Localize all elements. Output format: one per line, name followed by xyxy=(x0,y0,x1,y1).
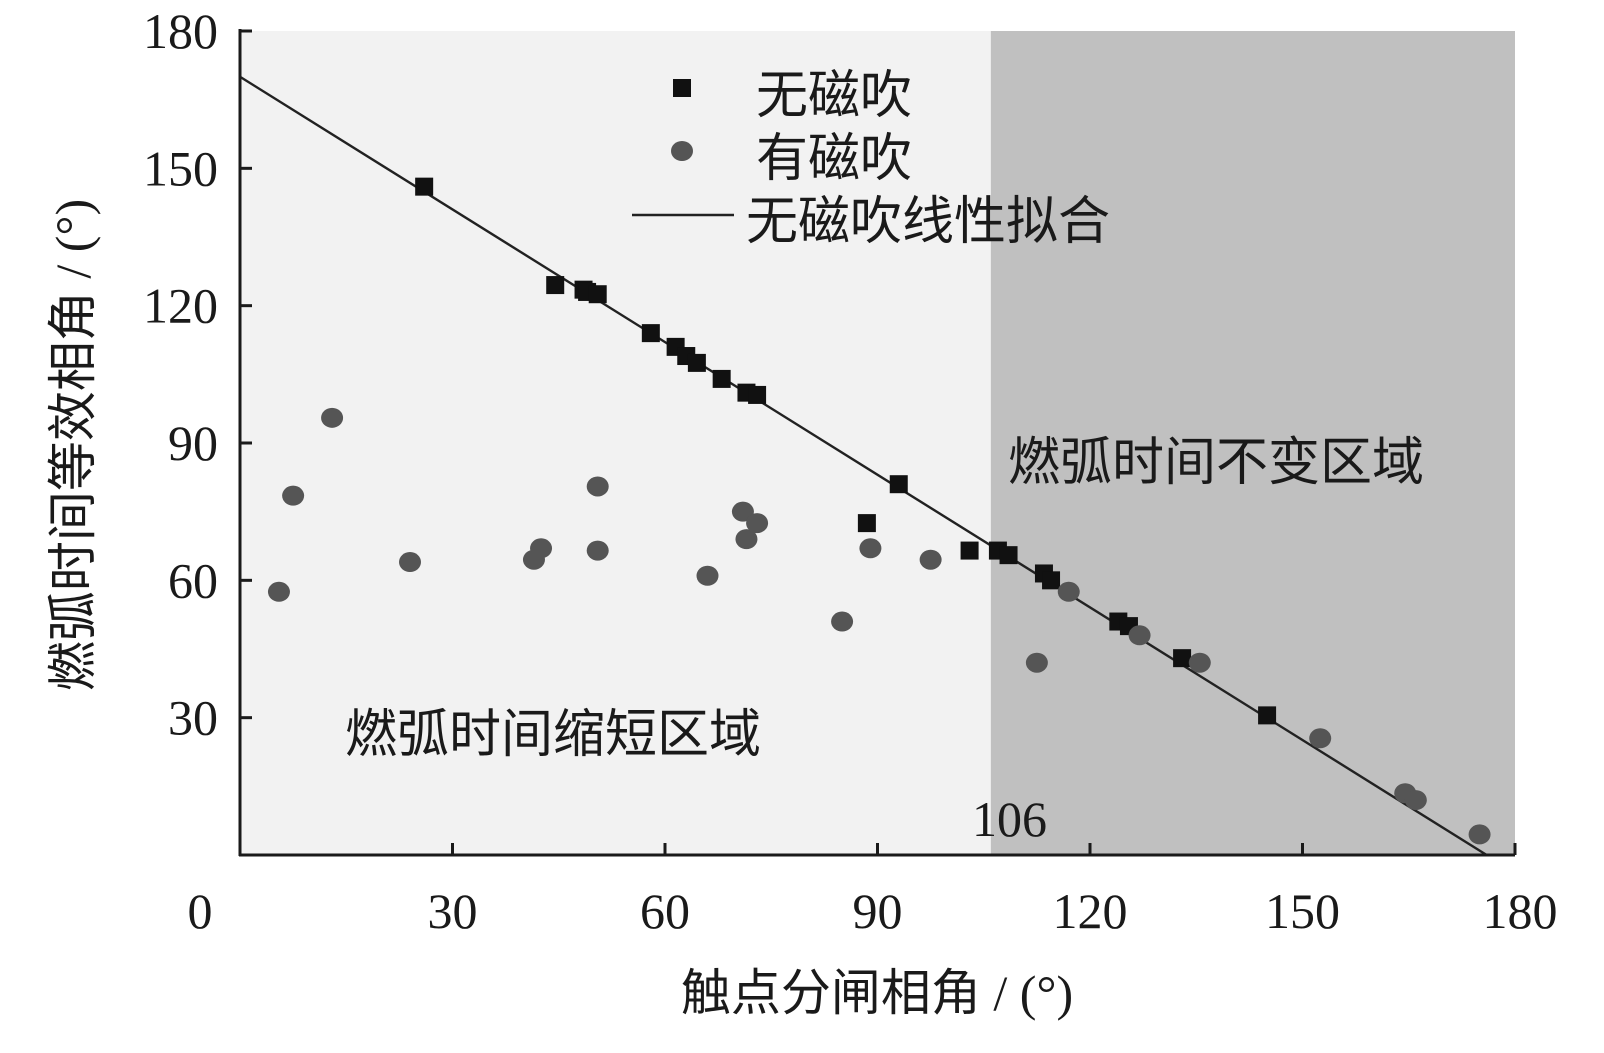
point-circle-22 xyxy=(1468,824,1491,845)
x-tick-label-6: 180 xyxy=(1483,883,1558,939)
point-circle-19 xyxy=(1309,728,1332,749)
y-tick-label-5: 180 xyxy=(143,3,218,59)
fit-line xyxy=(239,75,1488,857)
x-axis-title: 触点分闸相角 / (°) xyxy=(681,965,1073,1021)
regions xyxy=(240,31,1515,855)
region-0 xyxy=(240,31,991,855)
y-tick-label-2: 90 xyxy=(168,415,218,471)
point-circle-15 xyxy=(1025,652,1048,673)
ticks: 0 30 60 90 120 150 180 30 60 90 120 150 180 xyxy=(143,3,1558,939)
fit-line-layer xyxy=(239,75,1488,857)
point-square-13 xyxy=(889,475,908,494)
region-1 xyxy=(990,31,1515,855)
point-circle-14 xyxy=(919,549,942,570)
point-circle-16 xyxy=(1057,581,1080,602)
point-circle-0 xyxy=(267,581,290,602)
point-square-18 xyxy=(1042,571,1061,590)
point-circle-9 xyxy=(731,501,754,522)
point-square-1 xyxy=(546,276,565,295)
point-square-12 xyxy=(857,514,876,533)
labels: 触点分闸相角 / (°) 燃弧时间等效相角 / (°) 燃弧时间缩短区域 燃弧时间不变… xyxy=(45,199,1424,1021)
point-square-0 xyxy=(415,177,434,196)
x-tick-label-4: 120 xyxy=(1053,883,1128,939)
point-circle-10 xyxy=(735,529,758,550)
point-circle-2 xyxy=(321,407,344,428)
y-tick-label-0: 30 xyxy=(168,690,218,746)
point-circle-21 xyxy=(1404,790,1427,811)
data-points xyxy=(267,177,1491,845)
legend-square-marker xyxy=(673,79,691,97)
point-square-5 xyxy=(641,324,660,343)
point-square-21 xyxy=(1173,649,1192,668)
point-circle-3 xyxy=(399,552,421,573)
region-label-unchanged: 燃弧时间不变区域 xyxy=(1008,435,1424,492)
legend-label-circle: 有磁吹 xyxy=(756,131,912,188)
point-square-16 xyxy=(999,546,1018,565)
point-circle-1 xyxy=(282,485,305,506)
point-square-9 xyxy=(712,369,731,388)
legend-circle-marker xyxy=(671,141,693,161)
y-tick-label-4: 150 xyxy=(143,140,218,196)
legend-label-square: 无磁吹 xyxy=(756,68,912,125)
point-square-11 xyxy=(748,385,767,404)
x-tick-label-3: 90 xyxy=(853,883,903,939)
region-label-short: 燃弧时间缩短区域 xyxy=(345,707,761,764)
point-circle-6 xyxy=(586,540,609,561)
point-square-14 xyxy=(960,541,979,560)
point-circle-18 xyxy=(1188,652,1211,673)
point-square-22 xyxy=(1258,706,1277,725)
point-square-8 xyxy=(687,353,706,372)
point-circle-12 xyxy=(831,611,854,632)
point-circle-11 xyxy=(746,513,769,534)
legend-label-line: 无磁吹线性拟合 xyxy=(746,194,1110,251)
point-circle-13 xyxy=(859,538,882,559)
point-circle-8 xyxy=(696,565,719,586)
y-axis-title: 燃弧时间等效相角 / (°) xyxy=(45,199,101,691)
point-square-4 xyxy=(588,285,607,304)
x-tick-label-2: 60 xyxy=(640,883,690,939)
point-circle-7 xyxy=(586,476,609,497)
y-tick-label-3: 120 xyxy=(143,278,218,334)
x-tick-label-0: 0 xyxy=(188,883,213,939)
x-tick-label-5: 150 xyxy=(1265,883,1340,939)
point-circle-5 xyxy=(530,538,553,559)
threshold-label: 106 xyxy=(972,791,1047,847)
x-tick-label-1: 30 xyxy=(428,883,478,939)
y-tick-label-1: 60 xyxy=(168,552,218,608)
point-circle-17 xyxy=(1128,625,1151,646)
